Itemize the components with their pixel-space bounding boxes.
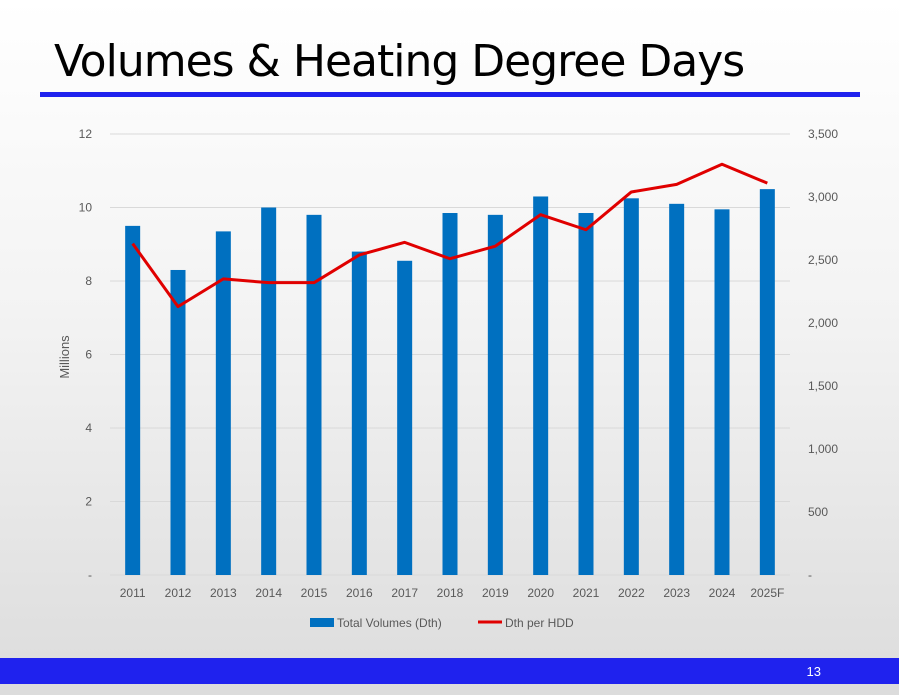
legend-label-total-volumes: Total Volumes (Dth) [337, 616, 442, 630]
x-tick-label: 2017 [391, 586, 418, 600]
bar [170, 269, 186, 575]
legend-swatch-bar [310, 618, 334, 627]
bar [442, 213, 458, 575]
x-tick-label: 2012 [165, 586, 192, 600]
bar [669, 203, 685, 575]
page-number: 13 [806, 664, 821, 679]
bar [351, 251, 367, 575]
x-tick-label: 2011 [120, 586, 146, 600]
bar [533, 196, 549, 575]
y-left-tick-label: 10 [79, 201, 93, 215]
bar [215, 231, 231, 575]
x-tick-label: 2021 [573, 586, 600, 600]
x-tick-label: 2013 [210, 586, 237, 600]
y-right-tick-label: 1,500 [808, 379, 838, 393]
bar [578, 213, 594, 575]
y-left-tick-label: 8 [85, 274, 92, 288]
y-right-tick-label: 2,500 [808, 253, 838, 267]
y-left-tick-label: 2 [85, 495, 92, 509]
x-tick-label: 2018 [437, 586, 464, 600]
x-tick-label: 2020 [527, 586, 554, 600]
bar [623, 198, 639, 575]
y-right-tick-label: 2,000 [808, 316, 838, 330]
footer-bar: 13 [0, 658, 899, 684]
y-left-tick-label: 12 [79, 127, 93, 141]
bar [125, 225, 141, 575]
y-left-tick-label: - [88, 568, 92, 582]
x-tick-label: 2024 [709, 586, 736, 600]
x-tick-label: 2023 [663, 586, 690, 600]
x-tick-label: 2025F [750, 586, 784, 600]
bar [759, 189, 775, 575]
dth-per-hdd-line [131, 162, 768, 309]
x-tick-label: 2016 [346, 586, 373, 600]
y-right-tick-label: 3,000 [808, 190, 838, 204]
slide-title: Volumes & Heating Degree Days [54, 36, 745, 87]
bar [397, 260, 413, 575]
y-left-tick-label: 6 [85, 348, 92, 362]
x-tick-label: 2014 [255, 586, 282, 600]
y-right-tick-label: 1,000 [808, 442, 838, 456]
bar [714, 209, 730, 575]
x-tick-label: 2015 [301, 586, 328, 600]
bar [487, 214, 503, 575]
y-left-axis-label: Millions [57, 335, 72, 379]
y-right-tick-label: - [808, 568, 812, 582]
y-right-tick-label: 3,500 [808, 127, 838, 141]
x-tick-label: 2019 [482, 586, 509, 600]
legend-label-dth-per-hdd: Dth per HDD [505, 616, 574, 630]
y-right-tick-label: 500 [808, 505, 828, 519]
bar [261, 207, 277, 575]
title-underline [40, 92, 860, 97]
bar [306, 214, 322, 575]
y-left-tick-label: 4 [85, 421, 92, 435]
x-tick-label: 2022 [618, 586, 645, 600]
